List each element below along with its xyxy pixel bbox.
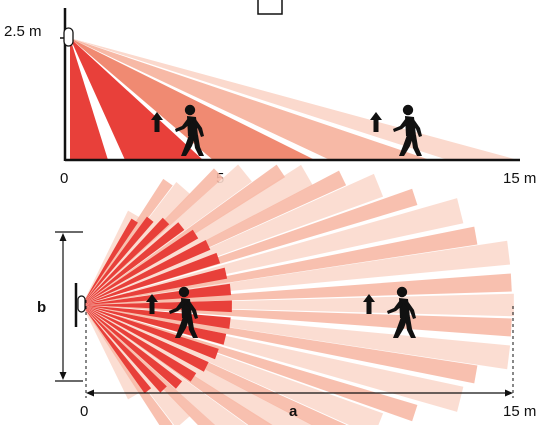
top-detection-beam	[82, 198, 464, 305]
top-near-zone-beam	[82, 252, 221, 305]
top-detection-beam	[82, 240, 511, 305]
top-near-zone-beam	[82, 216, 154, 305]
top-detection-beam	[82, 305, 216, 425]
top-near-zone-beam	[82, 267, 228, 305]
top-near-zone-beam	[82, 305, 167, 393]
top-detection-beam	[82, 178, 173, 305]
top-detection-beam	[82, 305, 141, 400]
motion-detector-icon	[63, 27, 74, 47]
side-tick-end: 15 m	[503, 170, 536, 187]
top-near-zone-beam	[82, 305, 152, 394]
side-detection-zone	[70, 38, 430, 160]
height-label: 2.5 m	[4, 23, 42, 40]
top-tick-start: 0	[80, 403, 88, 420]
length-arrowhead-left	[86, 389, 94, 397]
width-arrowhead-bottom	[59, 372, 67, 380]
side-tick-start: 0	[60, 170, 68, 187]
top-near-zone-beam	[82, 229, 199, 305]
top-near-zone-beam	[82, 305, 197, 382]
side-detection-zone	[70, 38, 108, 160]
top-near-zone-beam	[82, 222, 185, 305]
top-near-zone-beam	[82, 305, 227, 345]
motion-detector-icon	[77, 295, 86, 313]
width-arrowhead-top	[59, 233, 67, 241]
top-detection-beam	[82, 164, 286, 305]
top-detection-beam	[82, 182, 191, 305]
top-view-detection-zones	[82, 164, 514, 425]
top-near-zone-beam	[82, 305, 183, 389]
top-tick-end: 15 m	[503, 403, 536, 420]
top-near-zone-beam	[82, 240, 211, 305]
header-box	[257, 0, 283, 15]
top-detection-beam	[82, 305, 248, 425]
top-near-zone-beam	[82, 305, 209, 372]
side-detection-zone	[70, 38, 315, 160]
top-detection-beam	[82, 305, 273, 425]
top-near-zone-beam	[82, 217, 170, 305]
top-near-zone-beam	[82, 283, 232, 305]
top-near-zone-beam	[82, 305, 231, 329]
length-label: a	[289, 403, 298, 420]
side-view: 2.5 m 0 5 15 m	[4, 8, 536, 187]
top-view: b a 0 15 m	[37, 164, 536, 425]
walking-person-icon	[393, 104, 422, 156]
length-arrowhead-right	[505, 389, 513, 397]
side-detection-zone	[70, 38, 203, 160]
side-view-detection-zones	[70, 38, 518, 160]
width-label: b	[37, 299, 46, 316]
top-near-zone-beam	[82, 305, 219, 360]
top-near-zone-beam	[82, 218, 138, 305]
